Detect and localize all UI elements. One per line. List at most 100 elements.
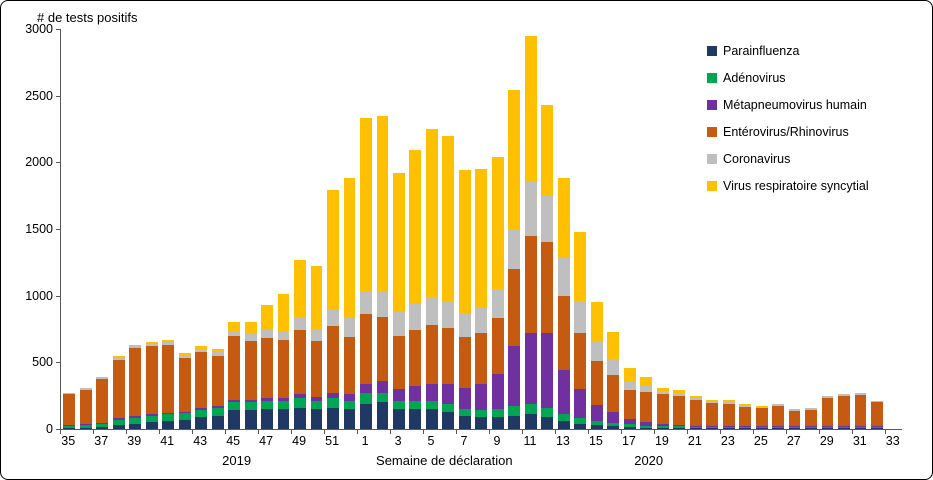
bar-segment-coronavirus [79,388,92,390]
y-axis-tick-label: 1500 [25,222,53,236]
bar-week-22 [704,29,720,429]
bar-segment-me-tapneumovirus-humain [96,423,109,424]
bar-segment-virus-respiratoire-syncytial [706,399,719,402]
bar-segment-ade-novirus [755,427,768,429]
bar-week-32 [869,29,885,429]
bar-segment-ente-rovirus-rhinovirus [557,295,570,371]
bar-segment-coronavirus [277,331,290,341]
bar-segment-me-tapneumovirus-humain [772,426,784,428]
bar-segment-me-tapneumovirus-humain [475,383,488,411]
bar-segment-me-tapneumovirus-humain [574,389,587,419]
bar-segment-coronavirus [574,301,587,334]
bar-segment-parainfluenza [310,409,323,429]
bar-segment-me-tapneumovirus-humain [228,399,241,403]
x-axis-tick [92,430,94,434]
bar-segment-coronavirus [640,386,653,392]
x-axis-tick [818,430,820,434]
bar-segment-coronavirus [343,318,356,338]
x-axis-tick [785,430,787,434]
bar-week-30 [836,29,852,429]
bar-week-4 [407,29,423,429]
bar-segment-ente-rovirus-rhinovirus [541,242,554,334]
x-axis-tick-label: 25 [753,434,768,448]
x-axis-tick-label: 31 [852,434,867,448]
legend-item-ente-rovirus-rhinovirus: Entérovirus/Rhinovirus [707,118,869,145]
bar-segment-coronavirus [871,401,883,403]
bar-segment-ente-rovirus-rhinovirus [96,379,109,424]
bar-segment-ade-novirus [656,425,669,428]
bar-segment-me-tapneumovirus-humain [871,426,883,428]
x-axis-tick-label: 19 [654,434,669,448]
bar-segment-ente-rovirus-rhinovirus [706,403,719,427]
bar-segment-ade-novirus [788,427,801,429]
bar-segment-me-tapneumovirus-humain [409,386,422,401]
y-axis-tick-label: 0 [46,422,53,436]
bar-segment-ente-rovirus-rhinovirus [623,389,636,420]
x-axis-tick-label: 13 [555,434,570,448]
bar-segment-ente-rovirus-rhinovirus [524,235,537,334]
bar-segment-ente-rovirus-rhinovirus [574,333,587,390]
y-axis-tick [56,162,60,164]
bar-segment-coronavirus [409,303,422,331]
bar-week-48 [275,29,291,429]
bar-segment-me-tapneumovirus-humain [261,398,273,401]
bar-segment-me-tapneumovirus-humain [360,383,372,394]
bar-segment-coronavirus [788,409,801,412]
bar-segment-ade-novirus [96,423,109,427]
bar-segment-me-tapneumovirus-humain [195,408,208,410]
bar-segment-virus-respiratoire-syncytial [79,387,92,389]
bar-segment-me-tapneumovirus-humain [722,426,735,428]
bar-segment-ade-novirus [458,409,471,416]
legend-swatch-me-tapneumovirus-humain [707,99,717,110]
bar-segment-coronavirus [360,291,372,315]
bar-segment-virus-respiratoire-syncytial [343,178,356,319]
bar-segment-me-tapneumovirus-humain [425,383,438,401]
bar-segment-virus-respiratoire-syncytial [722,400,735,402]
bar-segment-ade-novirus [261,401,273,409]
bar-week-2 [374,29,390,429]
bar-segment-coronavirus [294,318,306,331]
bar-segment-ade-novirus [425,401,438,409]
bar-segment-parainfluenza [673,427,686,429]
bar-segment-coronavirus [838,394,850,396]
bar-segment-coronavirus [821,396,834,398]
bar-segment-virus-respiratoire-syncytial [211,349,224,353]
bar-segment-parainfluenza [228,410,241,429]
bar-segment-me-tapneumovirus-humain [343,394,356,401]
bar-segment-me-tapneumovirus-humain [623,419,636,425]
bar-segment-parainfluenza [491,417,504,429]
bar-segment-virus-respiratoire-syncytial [261,305,273,331]
bar-segment-virus-respiratoire-syncytial [228,322,241,332]
bar-segment-coronavirus [112,357,125,360]
bar-segment-ade-novirus [590,421,603,425]
bar-segment-coronavirus [458,313,471,338]
year-label: 2020 [634,453,664,468]
bar-segment-ente-rovirus-rhinovirus [805,409,817,427]
bar-segment-ente-rovirus-rhinovirus [640,391,653,423]
bar-segment-ente-rovirus-rhinovirus [607,375,620,413]
bar-segment-parainfluenza [541,417,554,429]
bar-segment-me-tapneumovirus-humain [277,397,290,401]
bar-segment-ente-rovirus-rhinovirus [475,333,488,384]
bar-week-37 [94,29,110,429]
bar-segment-coronavirus [524,182,537,236]
bar-segment-ente-rovirus-rhinovirus [261,338,273,399]
bar-segment-me-tapneumovirus-humain [706,426,719,428]
bar-segment-me-tapneumovirus-humain [327,393,339,399]
bar-segment-ente-rovirus-rhinovirus [442,327,455,384]
bar-segment-virus-respiratoire-syncytial [360,118,372,292]
bar-segment-ente-rovirus-rhinovirus [112,359,125,419]
bar-segment-ente-rovirus-rhinovirus [327,326,339,394]
bar-segment-parainfluenza [162,421,175,429]
bar-segment-ente-rovirus-rhinovirus [228,335,241,400]
bar-segment-parainfluenza [838,428,850,429]
bar-segment-parainfluenza [178,419,191,429]
bar-segment-ente-rovirus-rhinovirus [211,355,224,407]
legend-label: Métapneumovirus humain [723,97,867,112]
bar-segment-ente-rovirus-rhinovirus [162,345,175,414]
bar-segment-parainfluenza [722,428,735,429]
bar-segment-virus-respiratoire-syncytial [393,173,405,312]
bar-segment-me-tapneumovirus-humain [739,426,752,428]
bar-segment-me-tapneumovirus-humain [442,383,455,404]
bar-segment-coronavirus [162,342,175,346]
